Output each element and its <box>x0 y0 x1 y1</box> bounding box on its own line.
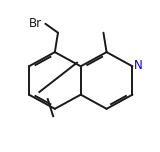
Text: Br: Br <box>29 17 42 30</box>
Text: N: N <box>134 59 143 72</box>
